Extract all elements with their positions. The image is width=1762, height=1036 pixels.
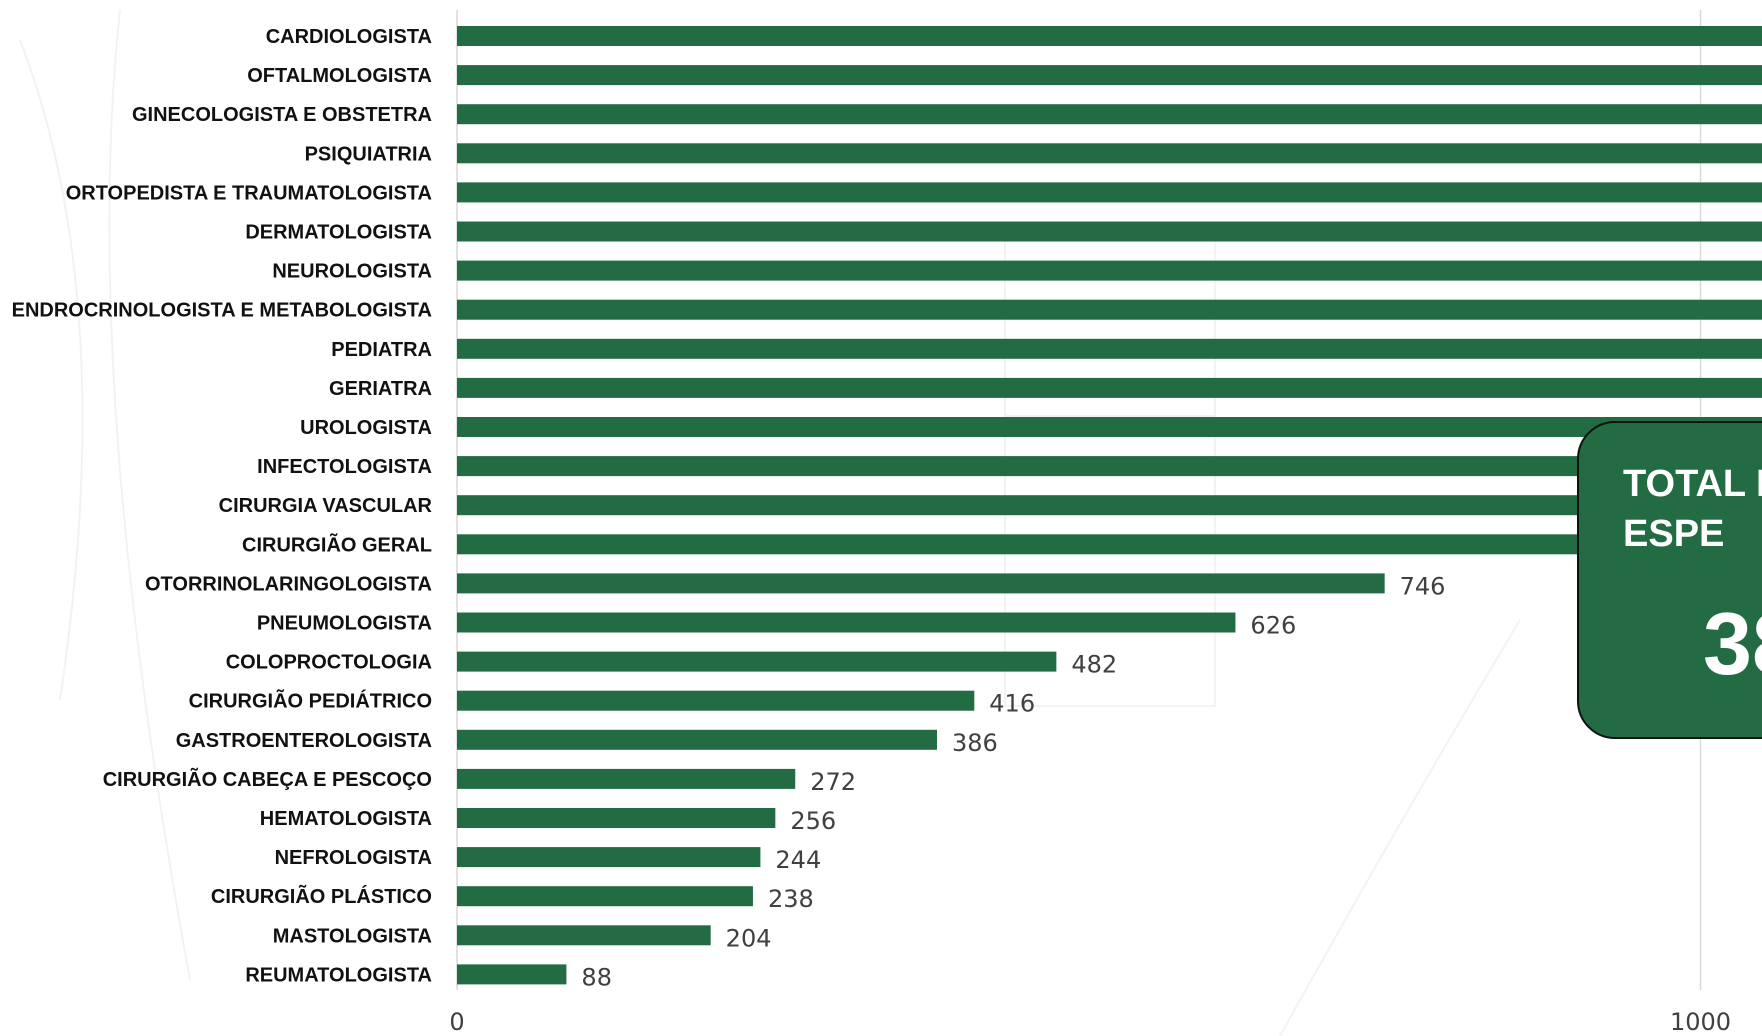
bar bbox=[457, 26, 1762, 46]
bar bbox=[457, 338, 1762, 359]
total-box-value: 38 bbox=[1703, 594, 1762, 693]
bar bbox=[457, 534, 1701, 555]
bar bbox=[457, 690, 975, 711]
bar bbox=[457, 573, 1385, 594]
category-label: CIRURGIÃO CABEÇA E PESCOÇO bbox=[103, 768, 432, 791]
background-watermark bbox=[19, 9, 1521, 1036]
bar bbox=[457, 925, 711, 946]
watermark-swirl-left bbox=[19, 39, 84, 701]
bar bbox=[457, 299, 1762, 320]
value-label: 626 bbox=[1250, 612, 1296, 640]
category-label: ENDROCRINOLOGISTA E METABOLOGISTA bbox=[12, 300, 432, 322]
bar bbox=[457, 221, 1762, 242]
category-label: NEFROLOGISTA bbox=[275, 847, 432, 869]
x-tick-label: 1000 bbox=[1670, 1008, 1731, 1036]
category-label: GINECOLOGISTA E OBSTETRA bbox=[132, 104, 432, 126]
bars-group bbox=[457, 26, 1762, 985]
category-labels: CARDIOLOGISTA OFTALMOLOGISTA GINECOLOGISTA… bbox=[12, 26, 433, 986]
value-label: 386 bbox=[952, 729, 998, 757]
value-label: 204 bbox=[726, 924, 772, 952]
category-label: MASTOLOGISTA bbox=[273, 925, 432, 947]
x-tick-label: 0 bbox=[449, 1008, 464, 1036]
bar bbox=[457, 104, 1762, 125]
bar bbox=[457, 260, 1762, 281]
category-label: HEMATOLOGISTA bbox=[260, 808, 432, 830]
category-label: CIRURGIÃO PLÁSTICO bbox=[211, 885, 432, 908]
value-label: 416 bbox=[989, 690, 1035, 718]
value-label: 244 bbox=[775, 846, 821, 874]
value-label: 238 bbox=[768, 885, 814, 913]
bar bbox=[457, 65, 1762, 86]
bar bbox=[457, 964, 567, 985]
x-axis-ticks: 010002000300040005000 bbox=[449, 1008, 1731, 1036]
category-label: ORTOPEDISTA E TRAUMATOLOGISTA bbox=[66, 182, 432, 204]
category-label: DERMATOLOGISTA bbox=[245, 222, 432, 244]
category-label: PEDIATRA bbox=[331, 339, 432, 361]
bar bbox=[457, 143, 1762, 164]
total-box-title: TOTAL D ESPE bbox=[1623, 463, 1762, 555]
value-label: 88 bbox=[581, 963, 612, 991]
category-label: CIRURGIÃO GERAL bbox=[242, 533, 432, 556]
bar bbox=[457, 182, 1762, 203]
bar bbox=[457, 377, 1762, 398]
bar bbox=[457, 612, 1236, 633]
category-label: PNEUMOLOGISTA bbox=[257, 613, 432, 635]
value-label: 272 bbox=[810, 768, 856, 796]
value-label: 482 bbox=[1071, 651, 1117, 679]
category-label: COLOPROCTOLOGIA bbox=[226, 652, 432, 674]
bar bbox=[457, 729, 937, 750]
bar bbox=[457, 886, 753, 907]
watermark-swirl-left-2 bbox=[108, 9, 191, 981]
category-label: UROLOGISTA bbox=[300, 417, 432, 439]
category-label: OTORRINOLARINGOLOGISTA bbox=[145, 573, 432, 595]
bar bbox=[457, 417, 1762, 437]
category-label: PSIQUIATRIA bbox=[305, 143, 432, 165]
bar bbox=[457, 456, 1762, 477]
category-label: GASTROENTEROLOGISTA bbox=[176, 730, 432, 752]
watermark-cross-stem bbox=[1004, 415, 1216, 707]
bar bbox=[457, 651, 1057, 672]
category-label: GERIATRA bbox=[329, 378, 432, 400]
watermark-branch bbox=[1279, 619, 1521, 1036]
category-label: REUMATOLOGISTA bbox=[245, 964, 432, 986]
category-label: CIRURGIA VASCULAR bbox=[219, 495, 433, 517]
category-label: OFTALMOLOGISTA bbox=[247, 65, 432, 87]
value-label: 746 bbox=[1400, 572, 1446, 600]
bar bbox=[457, 847, 761, 868]
bar bbox=[457, 808, 776, 828]
category-label: INFECTOLOGISTA bbox=[257, 456, 432, 478]
category-label: CARDIOLOGISTA bbox=[266, 26, 432, 48]
bar bbox=[457, 495, 1753, 516]
total-summary-box: TOTAL D ESPE 38 bbox=[1577, 421, 1762, 739]
category-label: CIRURGIÃO PEDIÁTRICO bbox=[189, 690, 432, 713]
category-label: NEUROLOGISTA bbox=[272, 261, 432, 283]
value-label: 256 bbox=[790, 807, 836, 835]
bar bbox=[457, 768, 796, 789]
